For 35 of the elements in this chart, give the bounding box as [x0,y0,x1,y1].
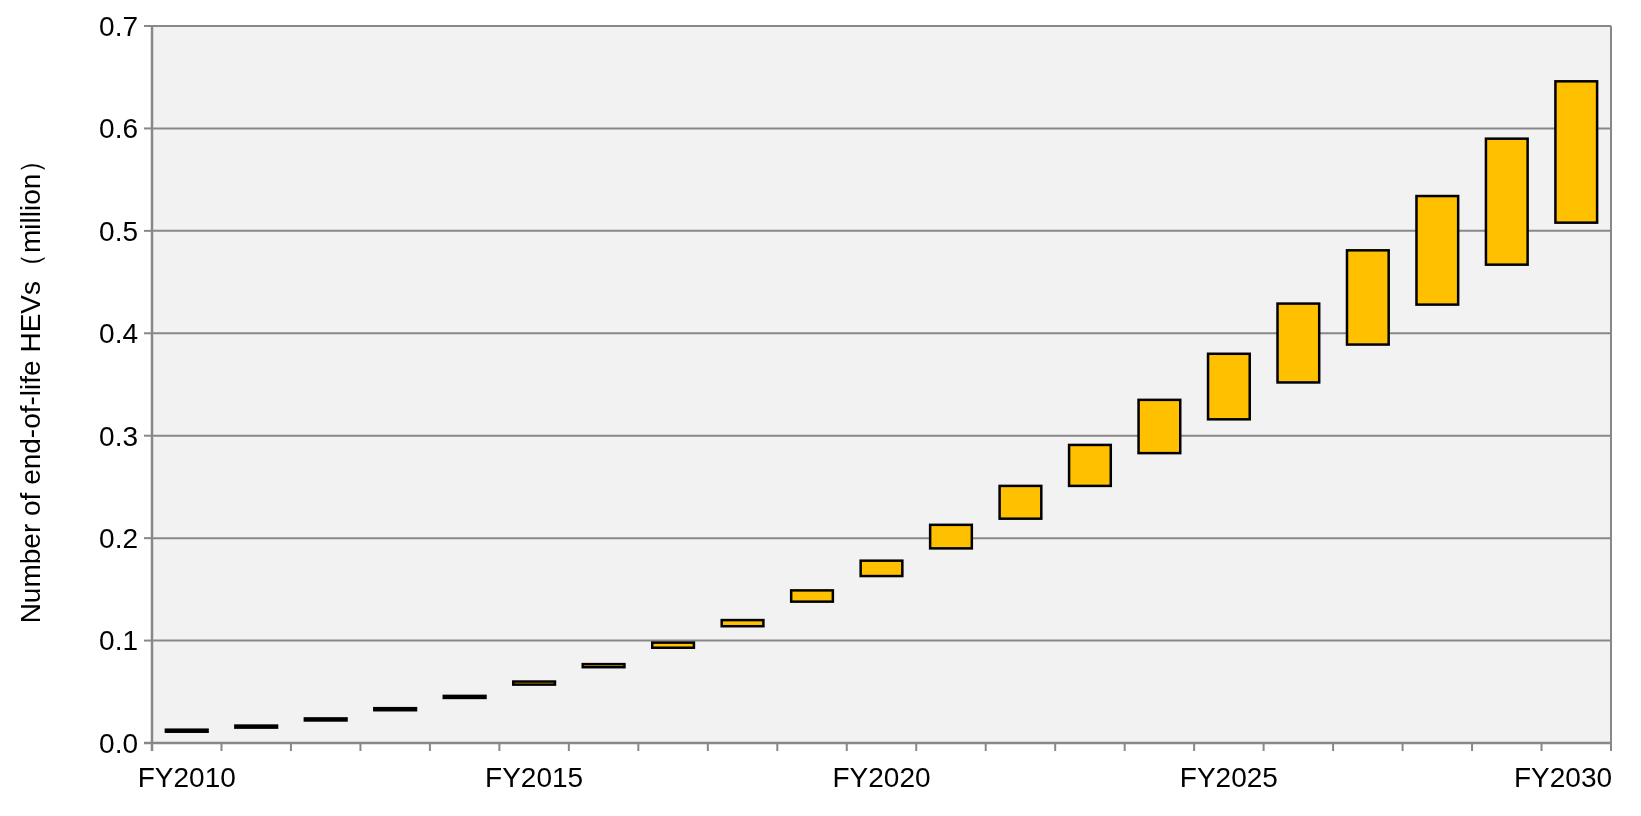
bar [1067,443,1113,488]
y-tick-label: 0.4 [99,318,138,350]
bar [1484,137,1529,266]
y-tick-label: 0.1 [99,625,138,657]
bar [1276,302,1321,384]
bar [512,680,557,686]
y-tick-label: 0.7 [99,10,138,42]
bar [1554,80,1599,224]
x-tick-label: FY2025 [1179,762,1278,793]
bar [650,641,696,649]
bar [581,662,626,669]
bar [789,589,835,603]
x-tick-label: FY2020 [832,762,931,793]
bar [720,618,765,628]
x-tick-label: FY2030 [1513,762,1613,793]
bar [234,724,279,729]
x-tick-label: FY2015 [485,762,584,793]
y-tick-label: 0.5 [99,215,138,247]
bar [928,523,974,550]
bar [1137,398,1182,455]
bar [1206,352,1251,421]
bar [303,717,348,722]
bar [164,728,209,733]
bar [859,559,904,578]
y-axis-title: Number of end-of-life HEVs（million） [15,145,46,624]
bar [1345,249,1390,346]
x-tick-label: FY2010 [137,762,236,793]
bar [1415,194,1460,306]
bar [442,694,487,700]
y-tick-label: 0.0 [99,727,138,759]
bar [373,706,418,712]
bar [998,484,1043,520]
y-tick-label: 0.2 [99,522,138,554]
y-tick-label: 0.3 [99,420,138,452]
y-tick-label: 0.6 [99,113,138,145]
